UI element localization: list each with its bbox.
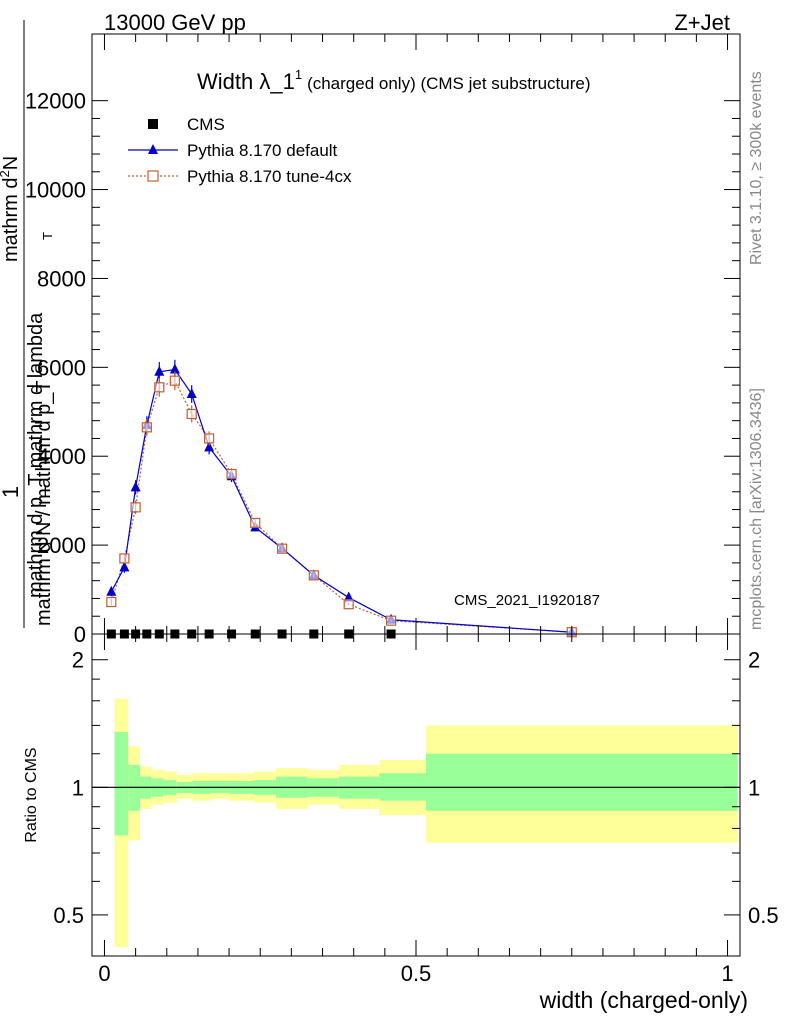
- legend-cms-label: CMS: [187, 115, 225, 134]
- main-x-ticks: [103, 34, 729, 634]
- main-panel: 0 2000 4000 6000 8000 10000 12000 CMS_2021_I19…: [0, 20, 741, 647]
- default-marker: [186, 388, 197, 398]
- tune-4cx-marker: [343, 599, 354, 610]
- energy-label: 13000 GeV pp: [104, 10, 246, 35]
- tune-4cx-marker: [141, 422, 152, 433]
- y-label-numerator-2: mathrm d p_T mathrm d lambda: [25, 312, 47, 598]
- y-label-num-n: N: [0, 156, 22, 170]
- tune-4cx-marker: [119, 553, 130, 564]
- ratio-y-tick-label: 1: [72, 775, 84, 800]
- y-label-t-sub: T: [40, 232, 55, 240]
- y-tick-label: 12000: [25, 89, 86, 114]
- legend-tune-label: Pythia 8.170 tune-4cx: [187, 167, 352, 186]
- ratio-y-label: Ratio to CMS: [23, 747, 40, 842]
- ratio-inner-band: [114, 732, 129, 836]
- y-label-denominator: mathrm d N / mathrm d p_T: [33, 380, 55, 626]
- default-marker: [204, 441, 215, 452]
- y-label-num-sup: 2: [0, 170, 12, 177]
- rivet-label: Rivet 3.1.10, ≥ 300k events: [748, 71, 765, 265]
- plot-title: Width λ_11 (charged only) (CMS jet substr…: [197, 67, 591, 94]
- tune-4cx-marker: [169, 375, 180, 386]
- tune-4cx-marker: [226, 468, 237, 480]
- tune-4cx-marker: [308, 570, 319, 581]
- ratio-x-ticks: 0 0.5 1: [98, 634, 734, 986]
- default-marker: [169, 363, 180, 374]
- analysis-watermark: CMS_2021_I1920187: [454, 592, 600, 609]
- y-tick-label: 6000: [37, 355, 86, 380]
- y-tick-label: 0: [74, 622, 86, 647]
- x-tick-label: 1: [721, 961, 733, 986]
- tune-4cx-marker: [276, 543, 288, 554]
- ratio-y-tick-label-right: 1: [748, 775, 760, 800]
- y-label-num-d: mathrm d: [0, 178, 22, 262]
- ratio-y-tick-label-right: 2: [748, 648, 760, 673]
- legend-default-label: Pythia 8.170 default: [187, 141, 338, 160]
- tune-4cx-marker: [130, 502, 141, 513]
- y-tick-label: 8000: [37, 266, 86, 291]
- y-label-prefix: 1: [0, 486, 23, 498]
- x-tick-label: 0.5: [401, 961, 432, 986]
- y-tick-label: 4000: [37, 444, 86, 469]
- default-marker: [343, 591, 354, 602]
- default-marker: [130, 481, 141, 492]
- tune-4cx-marker: [385, 615, 397, 626]
- y-tick-label: 2000: [37, 533, 86, 558]
- mcplots-label: mcplots.cern.ch [arXiv:1306.3436]: [748, 388, 765, 630]
- ratio-y-tick-label: 0.5: [53, 903, 84, 928]
- legend-cms-marker: [148, 119, 158, 129]
- legend-tune-marker: [147, 170, 159, 182]
- ratio-panel: 0.5 0.51 12 2 0 0.5 1 Ratio to CMS: [23, 633, 779, 986]
- ratio-inner-band: [426, 753, 738, 811]
- process-label: Z+Jet: [674, 10, 730, 35]
- main-y-ticks: 0 2000 4000 6000 8000 10000 12000: [25, 89, 740, 647]
- y-tick-label: 10000: [25, 178, 86, 203]
- ratio-y-ticks: 0.5 0.5 1 1 2 2: [53, 648, 778, 928]
- y-label-numerator: mathrm d2N: [0, 156, 22, 262]
- tune-4cx-marker: [186, 408, 197, 420]
- plot-title-main: Width λ_1: [197, 69, 295, 94]
- tune-4cx-marker: [106, 596, 117, 608]
- legend: CMS Pythia 8.170 default Pythia 8.170 tu…: [128, 115, 352, 186]
- main-y-label: 1 mathrm d N / mathrm d p_T mathrm d2N m…: [0, 20, 55, 628]
- ratio-plot-area: [92, 698, 740, 948]
- default-marker: [119, 561, 130, 572]
- x-tick-label: 0: [98, 961, 110, 986]
- x-axis-label: width (charged-only): [539, 987, 748, 1013]
- tune-4cx-marker: [204, 433, 215, 444]
- legend-default-marker: [148, 144, 158, 154]
- plot-title-rest: (charged only) (CMS jet substructure): [307, 74, 590, 93]
- default-marker: [106, 585, 117, 596]
- ratio-y-tick-label: 2: [72, 648, 84, 673]
- tune-4cx-marker: [250, 517, 261, 528]
- default-marker: [154, 365, 165, 376]
- tune-4cx-marker: [154, 382, 165, 393]
- ratio-y-tick-label-right: 0.5: [748, 903, 779, 928]
- plot-title-sup: 1: [295, 67, 302, 82]
